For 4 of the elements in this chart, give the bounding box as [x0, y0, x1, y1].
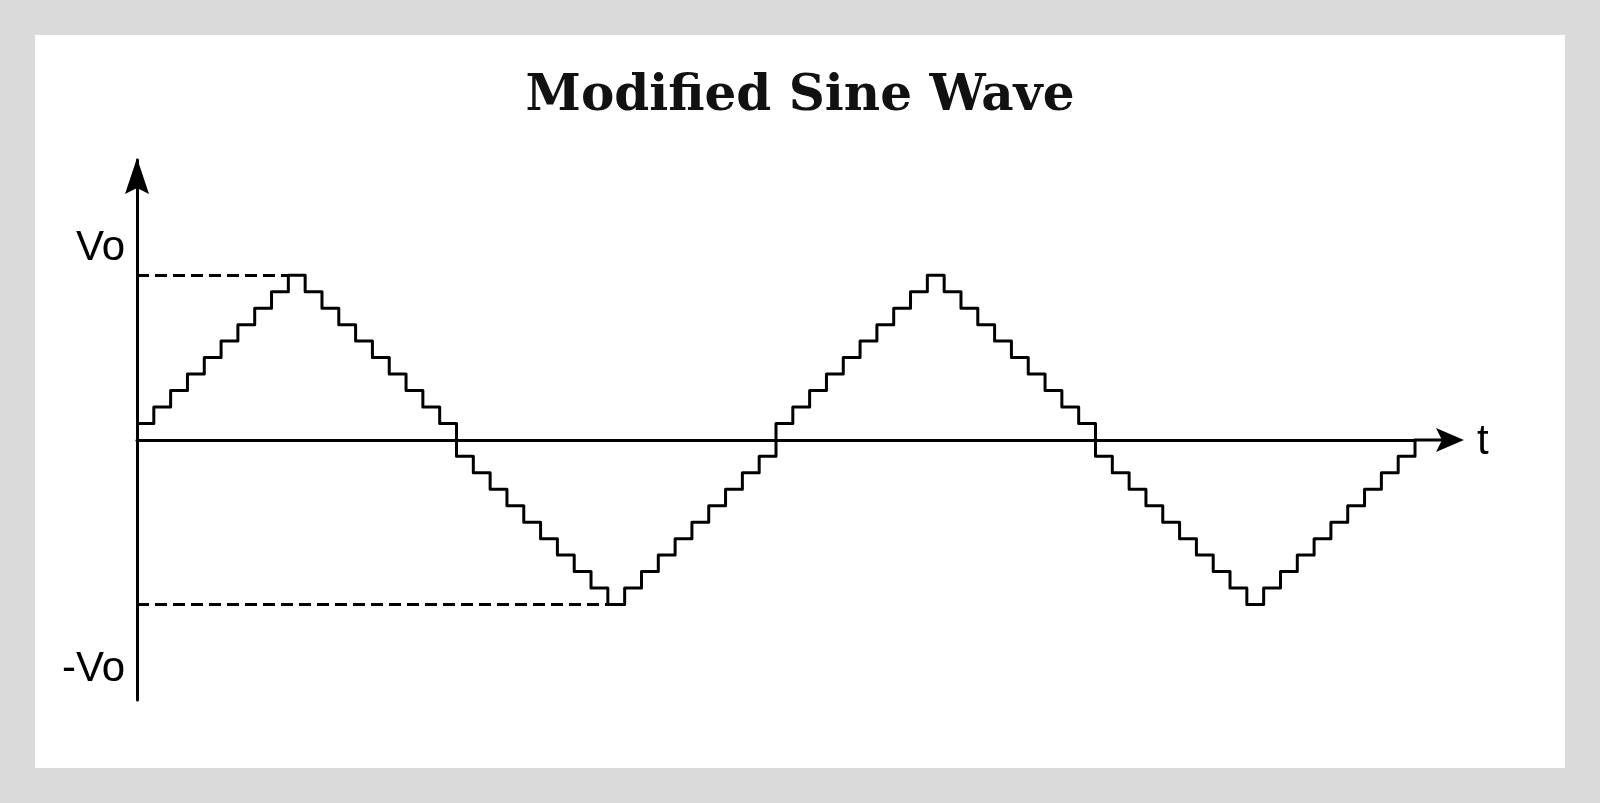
- ref-line-label: Vo: [75, 221, 125, 269]
- x-axis-title: t: [1477, 416, 1489, 464]
- chart-title: Modified Sine Wave: [525, 62, 1075, 122]
- ref-line-label: -Vo: [61, 643, 125, 691]
